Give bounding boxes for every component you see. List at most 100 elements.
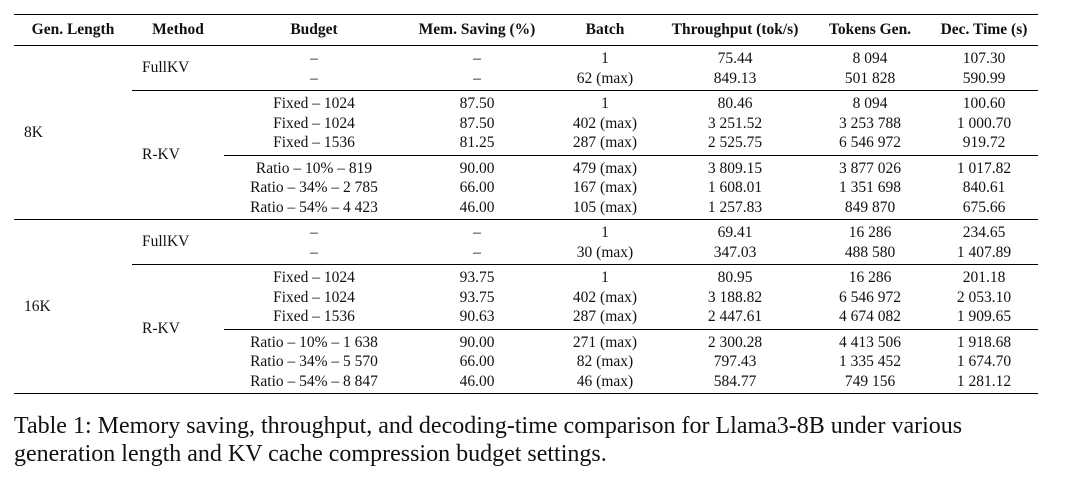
tokens-gen-cell: 8 094 501 828 bbox=[810, 46, 930, 91]
dec-time-value: 1 918.68 bbox=[956, 333, 1012, 351]
batch-value: 479 (max) bbox=[572, 159, 638, 177]
table-row: R-KV Fixed – 1024 Fixed – 1024 Fixed – 1536… bbox=[14, 90, 1038, 163]
budget-cell: – – bbox=[224, 46, 404, 91]
batch-value: 82 (max) bbox=[576, 353, 634, 370]
header-gen-length: Gen. Length bbox=[31, 21, 115, 38]
tokens-gen-value: 1 335 452 bbox=[839, 353, 901, 370]
dec-time-value: 1 281.12 bbox=[956, 372, 1012, 390]
budget-value: Fixed – 1536 bbox=[273, 308, 355, 325]
tokens-gen-value: 4 674 082 bbox=[839, 308, 901, 325]
dec-time-value: 201.18 bbox=[962, 269, 1006, 286]
mem-saving-value: 93.75 bbox=[459, 269, 495, 286]
throughput-cell: 80.46 3 251.52 2 525.75 bbox=[660, 91, 810, 156]
tokens-gen-value: 6 546 972 bbox=[839, 288, 901, 306]
budget-value: Ratio – 34% – 2 785 bbox=[250, 179, 378, 196]
mem-saving-cell: 90.00 66.00 46.00 bbox=[404, 154, 550, 220]
results-table-container: Gen. Length Method Budget Mem. Saving (%… bbox=[14, 14, 1038, 394]
budget-cell: Ratio – 10% – 819 Ratio – 34% – 2 785 Rati… bbox=[224, 154, 404, 220]
gen-length-cell: 8K bbox=[24, 123, 43, 141]
dec-time-cell: 1 017.82 840.61 675.66 bbox=[930, 154, 1038, 220]
table-row: 16K FullKV – – – –1 30 (max) 69.41 347.03 16 286 4… bbox=[14, 219, 1038, 315]
dec-time-value: 100.60 bbox=[962, 95, 1006, 112]
mem-saving-value: – bbox=[473, 224, 481, 241]
mem-saving-value: 66.00 bbox=[459, 179, 495, 196]
mem-saving-value: 87.50 bbox=[459, 114, 495, 132]
dec-time-value: 234.65 bbox=[962, 224, 1006, 241]
batch-value: 271 (max) bbox=[572, 333, 638, 351]
budget-cell: Ratio – 10% – 1 638 Ratio – 34% – 5 570 Ra… bbox=[224, 328, 404, 394]
budget-cell: – – bbox=[224, 220, 404, 265]
batch-cell: 271 (max) 82 (max) 46 (max) bbox=[550, 328, 660, 394]
throughput-value: 797.43 bbox=[713, 353, 757, 370]
mem-saving-value: 90.63 bbox=[459, 308, 495, 325]
tokens-gen-value: 501 828 bbox=[844, 69, 896, 87]
tokens-gen-cell: 8 094 3 253 788 6 546 972 bbox=[810, 91, 930, 156]
gen-length-cell: 16K bbox=[24, 297, 51, 315]
mem-saving-value: 81.25 bbox=[459, 134, 495, 151]
dec-time-cell: 107.30 590.99 bbox=[930, 46, 1038, 91]
tokens-gen-value: 8 094 bbox=[852, 50, 888, 67]
mem-saving-value: – bbox=[473, 69, 481, 87]
table-row: R-KV Fixed – 1024 Fixed – 1024 Fixed – 1536… bbox=[14, 264, 1038, 337]
header-row: Gen. Length Method Budget Mem. Saving (%… bbox=[14, 14, 1038, 46]
tokens-gen-value: 6 546 972 bbox=[839, 134, 901, 151]
table-caption: Table 1: Memory saving, throughput, and … bbox=[14, 413, 963, 467]
mem-saving-value: – bbox=[473, 243, 481, 261]
mem-saving-cell: – – bbox=[404, 46, 550, 91]
dec-time-value: 1 674.70 bbox=[956, 353, 1012, 370]
throughput-value: 2 447.61 bbox=[707, 308, 763, 325]
mem-saving-value: 90.00 bbox=[459, 333, 495, 351]
throughput-value: 849.13 bbox=[713, 69, 757, 87]
dec-time-value: 1 407.89 bbox=[956, 243, 1012, 261]
batch-value: 402 (max) bbox=[572, 114, 638, 132]
throughput-cell: 80.95 3 188.82 2 447.61 bbox=[660, 265, 810, 330]
batch-value: 287 (max) bbox=[572, 308, 638, 325]
budget-value: Fixed – 1024 bbox=[273, 269, 355, 286]
header-budget: Budget bbox=[290, 21, 338, 38]
budget-value: Ratio – 54% – 8 847 bbox=[250, 372, 378, 390]
throughput-value: 3 809.15 bbox=[707, 159, 763, 177]
throughput-value: 80.46 bbox=[717, 95, 753, 112]
budget-value: Ratio – 10% – 1 638 bbox=[250, 333, 378, 351]
mem-saving-cell: – – bbox=[404, 220, 550, 265]
tokens-gen-value: 749 156 bbox=[844, 372, 896, 390]
tokens-gen-value: 3 253 788 bbox=[839, 114, 901, 132]
batch-cell: 1 62 (max) bbox=[550, 46, 660, 91]
table-body: 8K FullKV – – – –1 62 (max) 75.44 849.13 8 094 501… bbox=[14, 46, 1038, 394]
budget-cell: Fixed – 1024 Fixed – 1024 Fixed – 1536 bbox=[224, 91, 404, 156]
throughput-cell: 75.44 849.13 bbox=[660, 46, 810, 91]
header-method: Method bbox=[152, 21, 204, 38]
mem-saving-value: – bbox=[473, 50, 481, 67]
batch-value: 105 (max) bbox=[572, 198, 638, 216]
method-cell: FullKV bbox=[142, 59, 190, 77]
throughput-value: 2 300.28 bbox=[707, 333, 763, 351]
tokens-gen-value: 488 580 bbox=[844, 243, 896, 261]
budget-value: Fixed – 1024 bbox=[273, 288, 355, 306]
mem-saving-value: 93.75 bbox=[459, 288, 495, 306]
batch-value: 46 (max) bbox=[576, 372, 634, 390]
budget-value: Ratio – 10% – 819 bbox=[255, 159, 373, 177]
dec-time-value: 2 053.10 bbox=[956, 288, 1012, 306]
batch-cell: 479 (max) 167 (max) 105 (max) bbox=[550, 154, 660, 220]
batch-value: 30 (max) bbox=[576, 243, 634, 261]
throughput-value: 75.44 bbox=[717, 50, 753, 67]
batch-value: 287 (max) bbox=[572, 134, 638, 151]
batch-cell: 1 30 (max) bbox=[550, 220, 660, 265]
throughput-value: 584.77 bbox=[713, 372, 757, 390]
tokens-gen-cell: 16 286 488 580 bbox=[810, 220, 930, 265]
results-table: Gen. Length Method Budget Mem. Saving (%… bbox=[14, 14, 1038, 394]
tokens-gen-cell: 3 877 026 1 351 698 849 870 bbox=[810, 154, 930, 220]
throughput-value: 347.03 bbox=[713, 243, 757, 261]
dec-time-value: 1 909.65 bbox=[956, 308, 1012, 325]
tokens-gen-value: 3 877 026 bbox=[839, 159, 901, 177]
batch-value: 1 bbox=[601, 269, 609, 286]
mem-saving-cell: 87.50 87.50 81.25 bbox=[404, 91, 550, 156]
tokens-gen-value: 8 094 bbox=[852, 95, 888, 112]
mem-saving-value: 90.00 bbox=[459, 159, 495, 177]
throughput-value: 3 251.52 bbox=[707, 114, 763, 132]
batch-value: 62 (max) bbox=[576, 69, 634, 87]
batch-value: 167 (max) bbox=[572, 179, 638, 196]
budget-value: Fixed – 1536 bbox=[273, 134, 355, 151]
throughput-cell: 3 809.15 1 608.01 1 257.83 bbox=[660, 154, 810, 220]
throughput-value: 2 525.75 bbox=[707, 134, 763, 151]
